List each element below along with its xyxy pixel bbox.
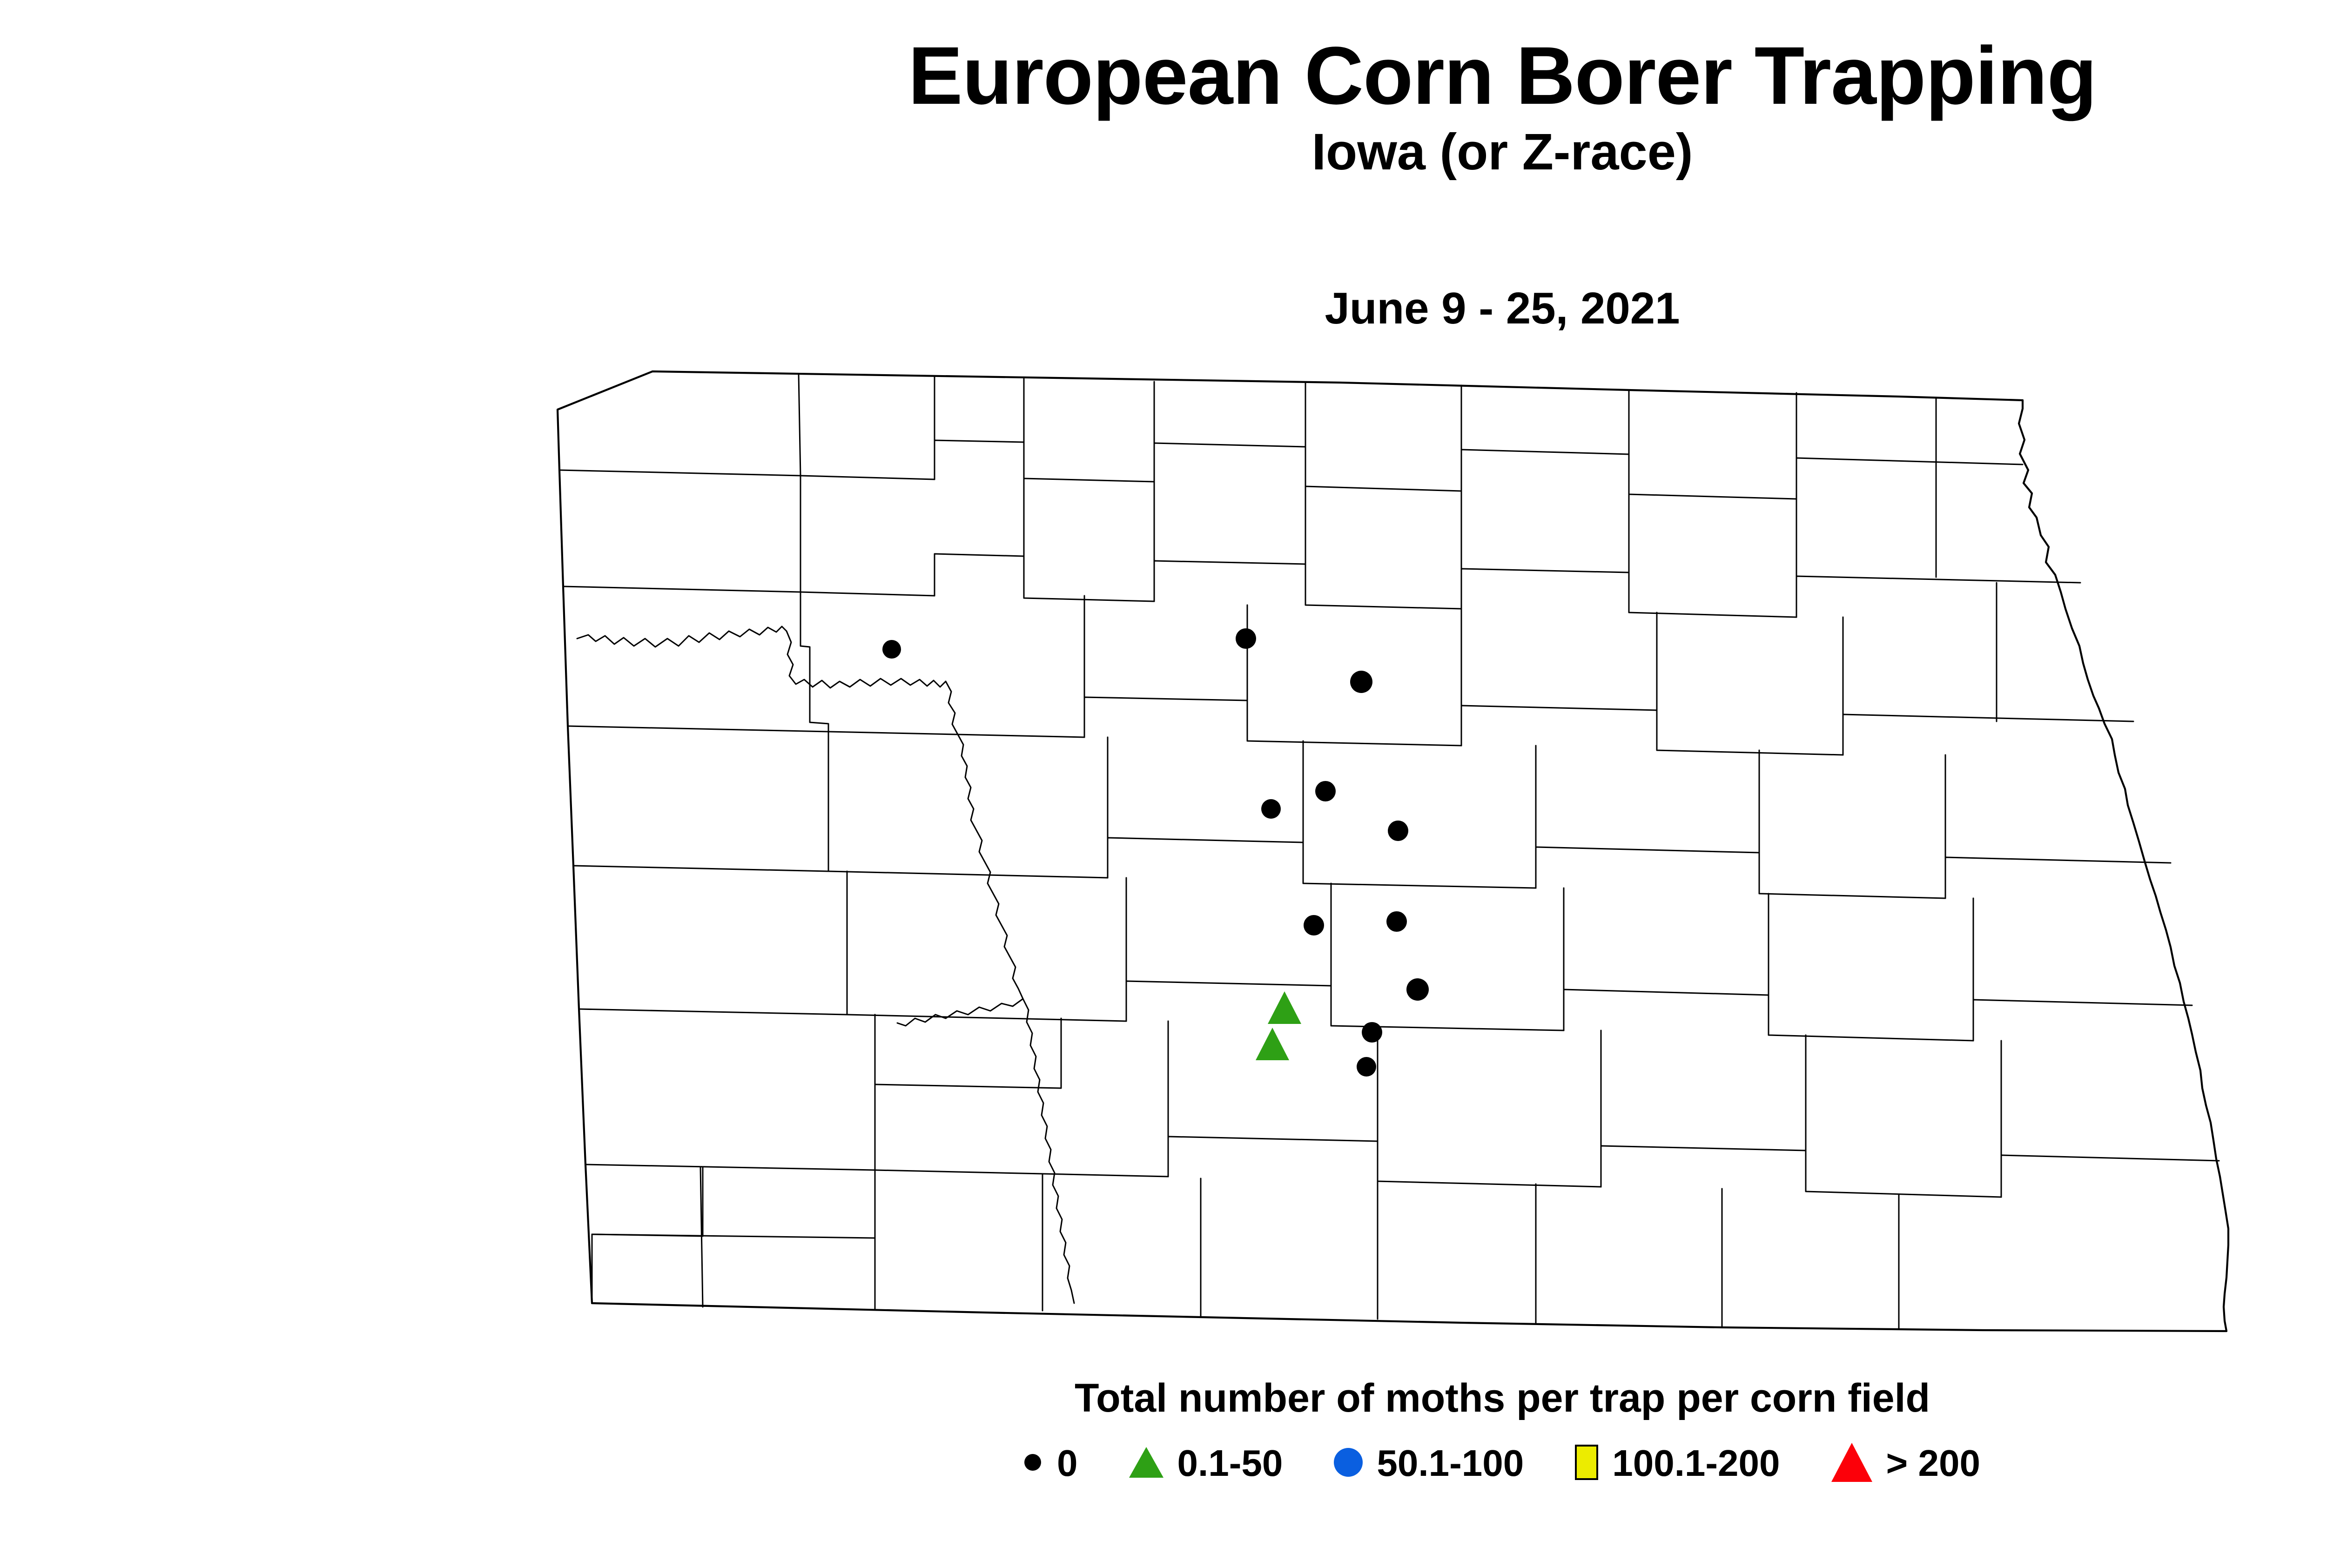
legend-label: 0.1-50 (1177, 1442, 1283, 1484)
legend-item-high[interactable]: 100.1-200 (1575, 1442, 1780, 1484)
legend-item-medium[interactable]: 50.1-100 (1334, 1442, 1524, 1484)
county-boundaries (558, 373, 2220, 1330)
marker-black-circle[interactable] (1261, 799, 1281, 819)
legend-label: 0 (1057, 1442, 1078, 1484)
trap-markers (882, 628, 1429, 1077)
blue-circle-icon (1334, 1448, 1363, 1477)
legend-item-zero[interactable]: 0 (1024, 1442, 1078, 1484)
legend-item-very-high[interactable]: > 200 (1831, 1443, 1980, 1482)
legend-label: 50.1-100 (1377, 1442, 1524, 1484)
marker-black-circle[interactable] (1406, 978, 1429, 1001)
red-triangle-icon (1831, 1443, 1872, 1482)
map-svg (556, 370, 2230, 1332)
north-dakota-county-map (549, 354, 2248, 1368)
state-outline (556, 370, 2230, 1332)
marker-black-circle[interactable] (1315, 781, 1336, 801)
marker-black-circle[interactable] (1350, 671, 1372, 693)
legend-title: Total number of moths per trap per corn … (1075, 1376, 1930, 1420)
legend: 0 0.1-50 50.1-100 100.1-200 > 200 (0, 1443, 2327, 1482)
marker-green-triangle[interactable] (1268, 991, 1301, 1024)
missouri-river-lake-sakakawea (576, 626, 1075, 1304)
date-range-label: June 9 - 25, 2021 (1325, 283, 1680, 333)
page-subtitle: Iowa (or Z-race) (1311, 123, 1693, 181)
marker-black-circle[interactable] (1386, 911, 1407, 932)
legend-label: > 200 (1886, 1442, 1980, 1484)
marker-black-circle[interactable] (1362, 1022, 1382, 1043)
title-block: European Corn Borer Trapping Iowa (or Z-… (0, 33, 2327, 181)
marker-black-circle[interactable] (882, 640, 901, 659)
black-circle-icon (1024, 1454, 1042, 1471)
yellow-square-icon (1575, 1445, 1599, 1480)
marker-black-circle[interactable] (1357, 1057, 1376, 1077)
page-title: European Corn Borer Trapping (908, 30, 2097, 121)
marker-black-circle[interactable] (1236, 628, 1256, 649)
marker-black-circle[interactable] (1304, 915, 1324, 935)
marker-black-circle[interactable] (1388, 821, 1408, 841)
marker-green-triangle[interactable] (1256, 1028, 1289, 1060)
legend-item-low[interactable]: 0.1-50 (1129, 1442, 1283, 1484)
legend-label: 100.1-200 (1612, 1442, 1780, 1484)
green-triangle-icon (1129, 1447, 1164, 1478)
